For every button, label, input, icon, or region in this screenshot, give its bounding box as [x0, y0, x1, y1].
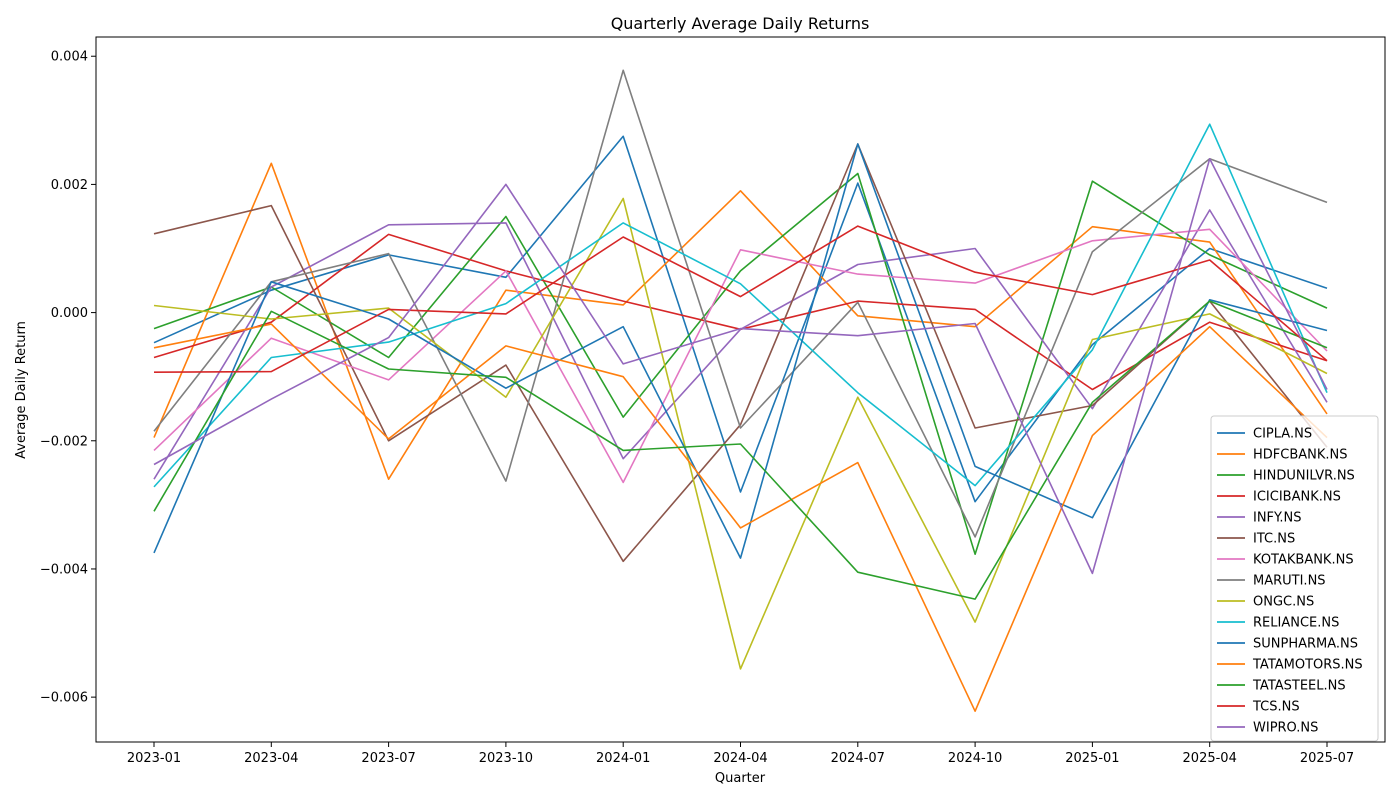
legend-label: INFY.NS	[1253, 511, 1301, 526]
x-tick-label: 2023-01	[127, 751, 181, 766]
series-line-cipla-ns	[153, 135, 1328, 503]
series-line-sunpharma-ns	[153, 143, 1328, 559]
y-tick-label: −0.004	[40, 562, 88, 577]
legend-label: TATASTEEL.NS	[1252, 679, 1346, 694]
series-line-ongc-ns	[153, 197, 1328, 670]
series-line-hdfcbank-ns	[153, 162, 1328, 481]
x-tick-label: 2024-01	[596, 751, 650, 766]
x-tick-label: 2025-07	[1300, 751, 1354, 766]
series-lines	[153, 69, 1328, 713]
x-tick-label: 2024-04	[713, 751, 767, 766]
legend-label: ITC.NS	[1253, 532, 1295, 547]
x-tick-label: 2023-07	[361, 751, 415, 766]
series-line-itc-ns	[153, 143, 1328, 563]
x-tick-label: 2024-10	[948, 751, 1002, 766]
legend-label: HINDUNILVR.NS	[1253, 469, 1355, 484]
x-tick-label: 2025-04	[1183, 751, 1237, 766]
series-line-maruti-ns	[153, 69, 1328, 538]
series-line-wipro-ns	[153, 158, 1328, 575]
series-line-tatamotors-ns	[153, 323, 1328, 713]
y-tick-label: −0.002	[40, 434, 88, 449]
legend-label: WIPRO.NS	[1253, 721, 1318, 736]
legend-label: RELIANCE.NS	[1253, 616, 1339, 631]
series-line-hindunilvr-ns	[153, 172, 1328, 556]
y-tick-label: 0.000	[51, 306, 88, 321]
y-tick-label: 0.004	[51, 50, 88, 65]
x-tick-label: 2023-04	[244, 751, 298, 766]
legend-label: CIPLA.NS	[1253, 427, 1312, 442]
legend-box	[1210, 415, 1379, 742]
legend-label: TCS.NS	[1252, 700, 1300, 715]
series-line-tcs-ns	[153, 225, 1328, 374]
legend-label: ONGC.NS	[1253, 595, 1314, 610]
x-tick-label: 2024-07	[831, 751, 885, 766]
legend-label: TATAMOTORS.NS	[1252, 658, 1363, 673]
y-axis-label: Average Daily Return	[14, 321, 29, 459]
x-tick-label: 2023-10	[479, 751, 533, 766]
x-tick-label: 2025-01	[1065, 751, 1119, 766]
legend-label: HDFCBANK.NS	[1253, 448, 1348, 463]
legend-label: MARUTI.NS	[1253, 574, 1326, 589]
y-axis: −0.006 −0.004 −0.002 0.000 0.002 0.004	[40, 50, 96, 706]
legend-label: SUNPHARMA.NS	[1253, 637, 1358, 652]
legend-label: KOTAKBANK.NS	[1253, 553, 1354, 568]
series-line-kotakbank-ns	[153, 228, 1328, 484]
series-line-reliance-ns	[153, 123, 1328, 488]
chart-title: Quarterly Average Daily Returns	[611, 14, 870, 33]
x-axis-label: Quarter	[715, 771, 766, 786]
legend: CIPLA.NS HDFCBANK.NS HINDUNILVR.NS ICICIBAN…	[1210, 415, 1379, 742]
legend-label: ICICIBANK.NS	[1253, 490, 1341, 505]
series-line-tatasteel-ns	[153, 300, 1328, 600]
y-tick-label: 0.002	[51, 178, 88, 193]
y-tick-label: −0.006	[40, 691, 88, 706]
x-axis: 2023-01 2023-04 2023-07 2023-10 2024-01 2024-…	[127, 742, 1354, 766]
